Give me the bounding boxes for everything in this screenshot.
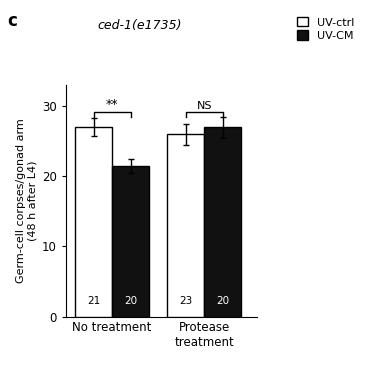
Text: NS: NS bbox=[196, 101, 212, 111]
Text: 20: 20 bbox=[216, 296, 229, 306]
Text: c: c bbox=[7, 12, 17, 30]
Text: 23: 23 bbox=[179, 296, 192, 306]
Legend: UV-ctrl, UV-CM: UV-ctrl, UV-CM bbox=[297, 17, 354, 41]
Text: **: ** bbox=[106, 98, 119, 111]
Text: 20: 20 bbox=[124, 296, 137, 306]
Y-axis label: Germ-cell corpses/gonad arm
(48 h after L4): Germ-cell corpses/gonad arm (48 h after … bbox=[17, 119, 38, 283]
Bar bbox=[167, 134, 204, 317]
Bar bbox=[204, 127, 241, 317]
Bar bbox=[112, 166, 149, 317]
Text: 21: 21 bbox=[87, 296, 100, 306]
Bar bbox=[75, 127, 112, 317]
Text: ced-1(e1735): ced-1(e1735) bbox=[97, 19, 182, 32]
